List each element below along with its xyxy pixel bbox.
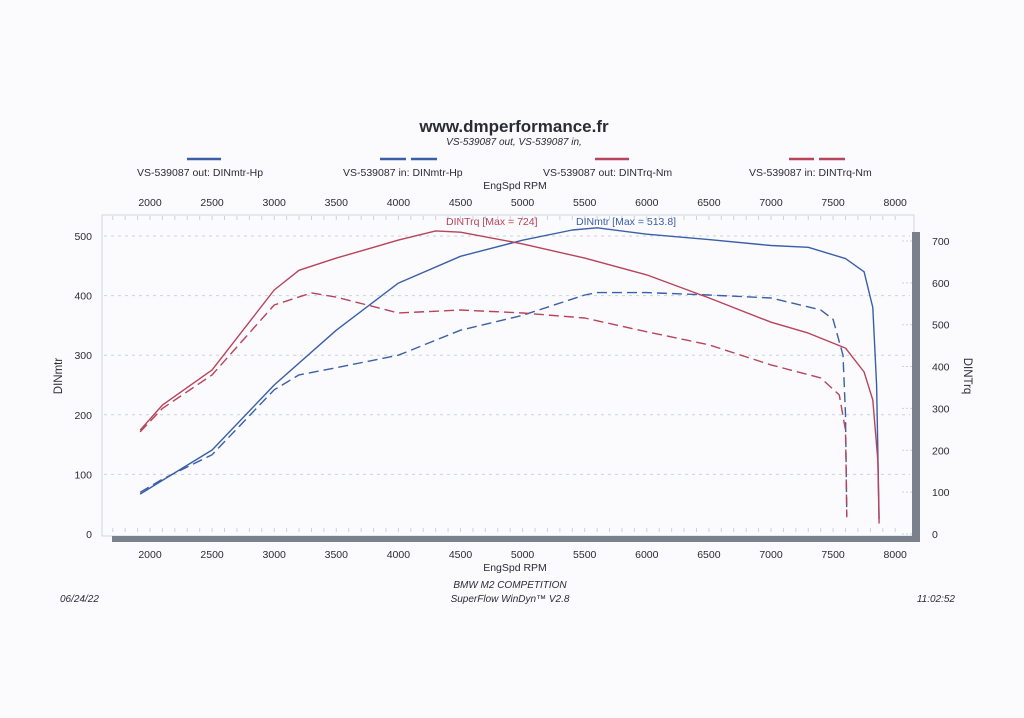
y-tick-label-right: 200 xyxy=(932,445,950,457)
x-axis-label-top: EngSpd RPM xyxy=(483,180,547,192)
y-tick-label-right: 100 xyxy=(932,487,950,499)
annotation-power-max: DINmtr [Max = 513.8] xyxy=(576,216,676,228)
legend: VS-539087 out: DINmtr-Hp VS-539087 in: D… xyxy=(137,157,872,179)
grid xyxy=(104,235,910,475)
footer-car: BMW M2 COMPETITION xyxy=(453,580,567,591)
x-tick-label-top: 2500 xyxy=(200,197,224,209)
x-ticks-top: 2000 2500 3000 3500 4000 4500 5000 5500 6000 6500… xyxy=(138,197,907,209)
y-tick-label-left: 0 xyxy=(86,529,92,541)
x-tick-label-bottom: 6000 xyxy=(635,549,659,561)
x-tick-label-bottom: 7000 xyxy=(759,549,783,561)
y-tick-label-right: 700 xyxy=(932,236,950,248)
x-tick-label-bottom: 4500 xyxy=(449,549,473,561)
x-tick-label-top: 8000 xyxy=(884,197,908,209)
plot-area xyxy=(101,214,915,537)
footer-time: 11:02:52 xyxy=(917,594,956,605)
x-tick-label-bottom: 7500 xyxy=(821,549,845,561)
footer-software: SuperFlow WinDyn™ V2.8 xyxy=(451,594,570,605)
x-axis-label-bottom: EngSpd RPM xyxy=(483,562,547,574)
legend-label-out-nm: VS-539087 out: DINTrq-Nm xyxy=(543,167,672,179)
y-axis-label-right: DINTrq xyxy=(961,358,973,395)
y-axis-label-left: DINmtr xyxy=(53,358,65,395)
x-tick-label-bottom: 5000 xyxy=(511,549,535,561)
y-tick-label-right: 400 xyxy=(932,362,950,374)
x-tick-label-top: 6000 xyxy=(635,197,659,209)
chart-subtitle: VS-539087 out, VS-539087 in, xyxy=(446,137,582,148)
y-tick-label-left: 100 xyxy=(74,469,92,481)
y-ticks-left: 0 100 200 300 400 500 xyxy=(74,231,92,541)
annotation-torque-max: DINTrq [Max = 724] xyxy=(446,216,538,228)
y-tick-label-left: 200 xyxy=(74,410,92,422)
minor-ticks xyxy=(112,216,896,532)
x-axis-bar xyxy=(112,536,920,542)
x-tick-label-top: 3000 xyxy=(263,197,287,209)
y-tick-label-left: 300 xyxy=(74,350,92,362)
x-tick-label-bottom: 8000 xyxy=(884,549,908,561)
x-tick-label-top: 6500 xyxy=(697,197,721,209)
series-line-power-out xyxy=(139,227,880,520)
x-tick-label-bottom: 5500 xyxy=(573,549,597,561)
legend-label-out-hp: VS-539087 out: DINmtr-Hp xyxy=(137,167,263,179)
x-tick-label-top: 2000 xyxy=(138,197,162,209)
x-tick-label-bottom: 4000 xyxy=(387,549,411,561)
series-line-torque-out xyxy=(139,230,880,524)
x-tick-label-bottom: 2500 xyxy=(200,549,224,561)
legend-label-in-hp: VS-539087 in: DINmtr-Hp xyxy=(343,167,463,179)
y-tick-label-right: 600 xyxy=(932,278,950,290)
right-axis-bar xyxy=(912,232,920,542)
y-tick-label-right: 500 xyxy=(932,320,950,332)
x-tick-label-top: 5500 xyxy=(573,197,597,209)
x-tick-label-top: 5000 xyxy=(511,197,535,209)
x-tick-label-bottom: 3500 xyxy=(325,549,349,561)
x-tick-label-top: 7000 xyxy=(759,197,783,209)
y-tick-label-right: 0 xyxy=(932,529,938,541)
x-ticks-bottom: 2000 2500 3000 3500 4000 4500 5000 5500 6000 6500… xyxy=(138,549,907,561)
x-tick-label-top: 3500 xyxy=(325,197,349,209)
x-tick-label-top: 4000 xyxy=(387,197,411,209)
series-group xyxy=(139,227,880,524)
x-tick-label-bottom: 3000 xyxy=(263,549,287,561)
footer-date: 06/24/22 xyxy=(60,594,99,605)
x-tick-label-top: 4500 xyxy=(449,197,473,209)
y-tick-label-left: 500 xyxy=(74,231,92,243)
chart-title: www.dmperformance.fr xyxy=(418,117,609,136)
y-ticks-right: 0 100 200 300 400 500 600 700 xyxy=(902,236,950,541)
y-tick-label-left: 400 xyxy=(74,291,92,303)
x-tick-label-top: 7500 xyxy=(821,197,845,209)
legend-label-in-nm: VS-539087 in: DINTrq-Nm xyxy=(749,167,872,179)
x-tick-label-bottom: 2000 xyxy=(138,549,162,561)
x-tick-label-bottom: 6500 xyxy=(697,549,721,561)
y-tick-label-right: 300 xyxy=(932,403,950,415)
